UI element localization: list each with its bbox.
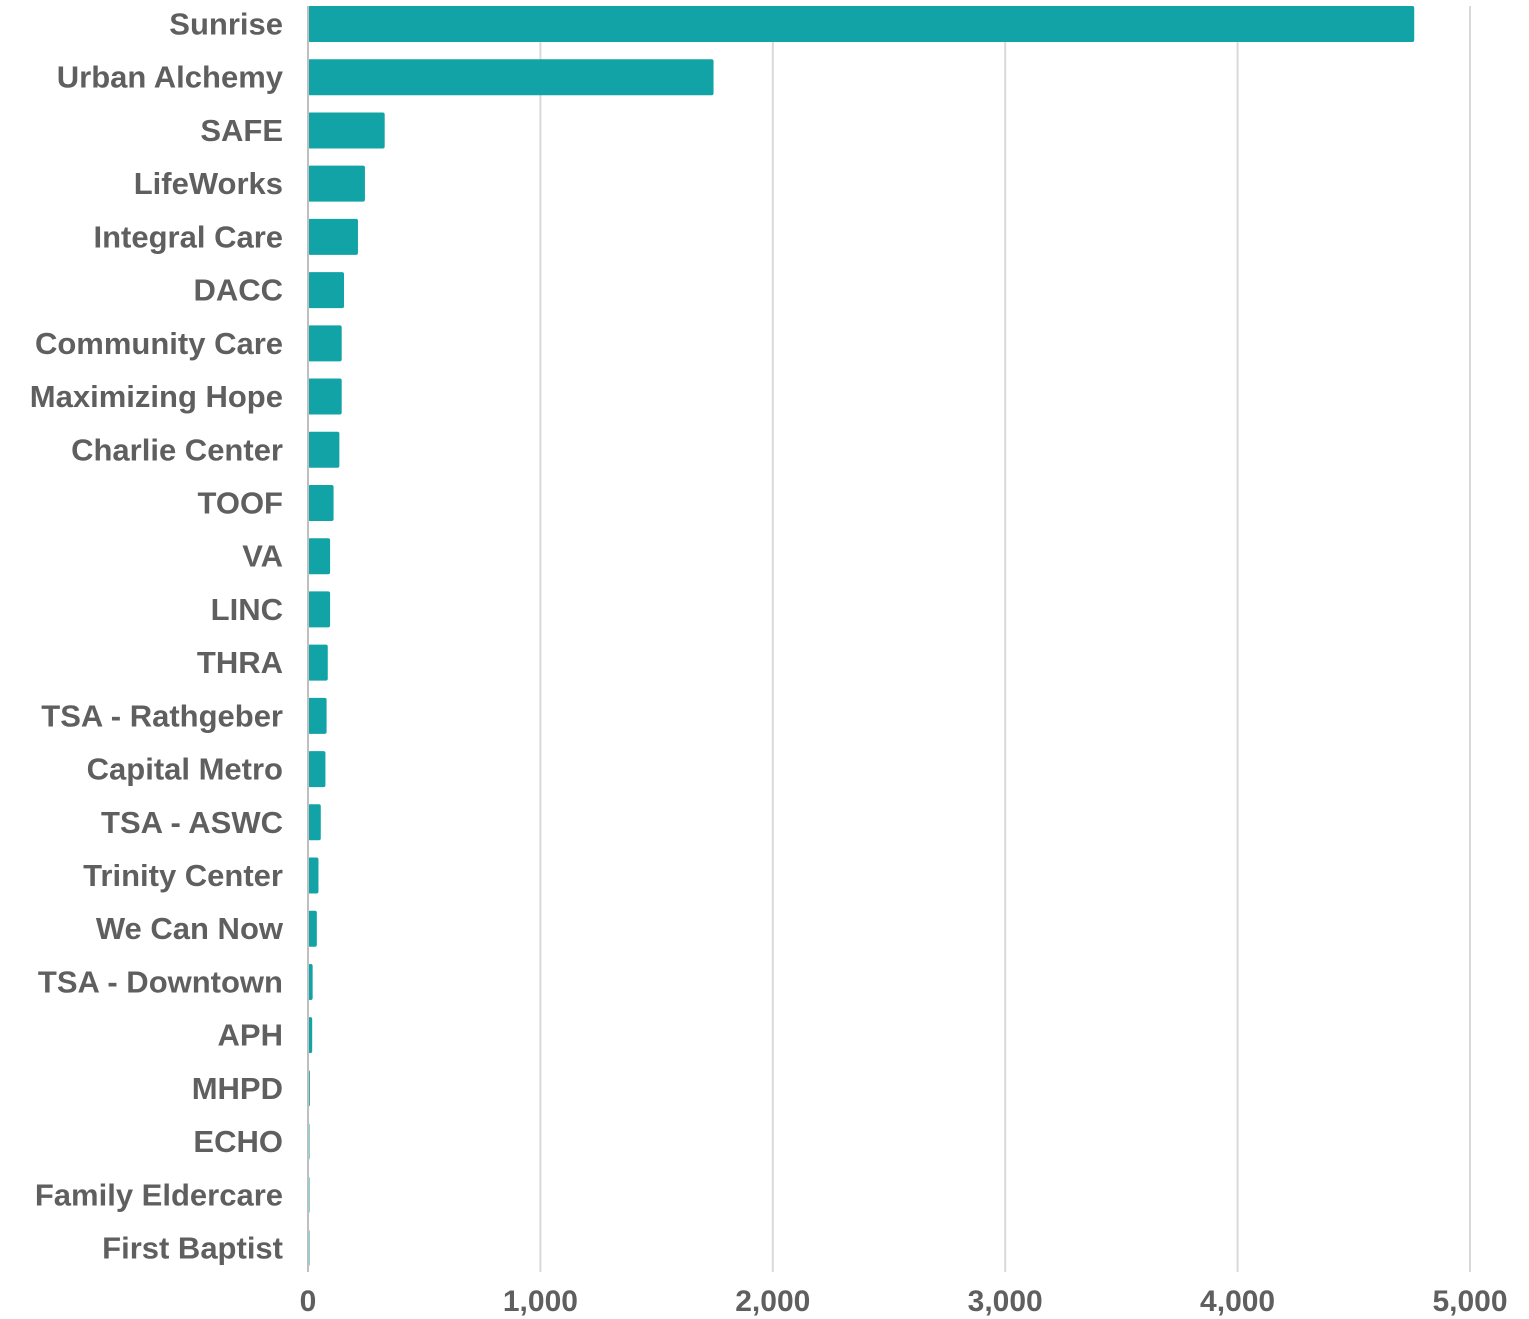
- category-label-safe: SAFE: [200, 113, 283, 148]
- category-label-integral-care: Integral Care: [93, 219, 283, 254]
- bar-toof: [308, 484, 334, 521]
- bar-dacc: [308, 272, 345, 309]
- category-label-first-baptist: First Baptist: [102, 1231, 283, 1266]
- bar-lifeworks: [308, 165, 365, 202]
- bar-capital-metro: [308, 751, 326, 788]
- category-label-urban-alchemy: Urban Alchemy: [57, 60, 284, 95]
- bar-tsa-aswc: [308, 804, 321, 841]
- bar-community-care: [308, 325, 342, 362]
- x-tick-label-2000: 2,000: [735, 1285, 810, 1318]
- bars: [308, 6, 1415, 1267]
- category-label-toof: TOOF: [197, 485, 283, 520]
- bar-charlie-center: [308, 431, 340, 468]
- bar-tsa-rathgeber: [308, 697, 327, 734]
- gridlines: [539, 6, 1471, 1272]
- category-label-mhpd: MHPD: [192, 1071, 283, 1106]
- x-tick-label-0: 0: [300, 1285, 317, 1318]
- category-label-dacc: DACC: [193, 273, 283, 308]
- bar-integral-care: [308, 218, 358, 255]
- category-label-echo: ECHO: [193, 1124, 283, 1159]
- category-label-tsa-aswc: TSA - ASWC: [101, 805, 283, 840]
- category-label-lifeworks: LifeWorks: [134, 166, 283, 201]
- bar-maximizing-hope: [308, 378, 342, 415]
- x-tick-label-4000: 4,000: [1200, 1285, 1275, 1318]
- bar-urban-alchemy: [308, 59, 714, 96]
- bar-we-can-now: [308, 910, 317, 947]
- category-label-community-care: Community Care: [35, 326, 283, 361]
- category-label-maximizing-hope: Maximizing Hope: [30, 379, 283, 414]
- bar-va: [308, 538, 331, 575]
- category-label-tsa-downtown: TSA - Downtown: [38, 964, 283, 999]
- category-label-capital-metro: Capital Metro: [87, 752, 283, 787]
- category-label-family-eldercare: Family Eldercare: [35, 1177, 283, 1212]
- category-label-thra: THRA: [197, 645, 283, 680]
- bar-safe: [308, 112, 385, 149]
- category-label-aph: APH: [218, 1018, 283, 1053]
- bar-linc: [308, 591, 331, 628]
- x-tick-label-5000: 5,000: [1432, 1285, 1507, 1318]
- bar-sunrise: [308, 6, 1415, 42]
- x-tick-label-3000: 3,000: [968, 1285, 1043, 1318]
- category-labels: Sunrise Urban Alchemy SAFE LifeWorks Integra…: [30, 7, 284, 1266]
- x-axis-tick-labels: 0 1,000 2,000 3,000 4,000 5,000: [300, 1285, 1508, 1318]
- bar-aph: [308, 1017, 313, 1054]
- category-label-we-can-now: We Can Now: [96, 911, 284, 946]
- category-label-trinity-center: Trinity Center: [83, 858, 283, 893]
- x-tick-label-1000: 1,000: [503, 1285, 578, 1318]
- category-label-linc: LINC: [211, 592, 283, 627]
- category-label-sunrise: Sunrise: [169, 7, 283, 42]
- bar-trinity-center: [308, 857, 319, 894]
- category-label-tsa-rathgeber: TSA - Rathgeber: [41, 698, 283, 733]
- bar-thra: [308, 644, 328, 681]
- bar-tsa-downtown: [308, 963, 313, 1000]
- category-label-va: VA: [242, 539, 283, 574]
- category-label-charlie-center: Charlie Center: [71, 432, 283, 467]
